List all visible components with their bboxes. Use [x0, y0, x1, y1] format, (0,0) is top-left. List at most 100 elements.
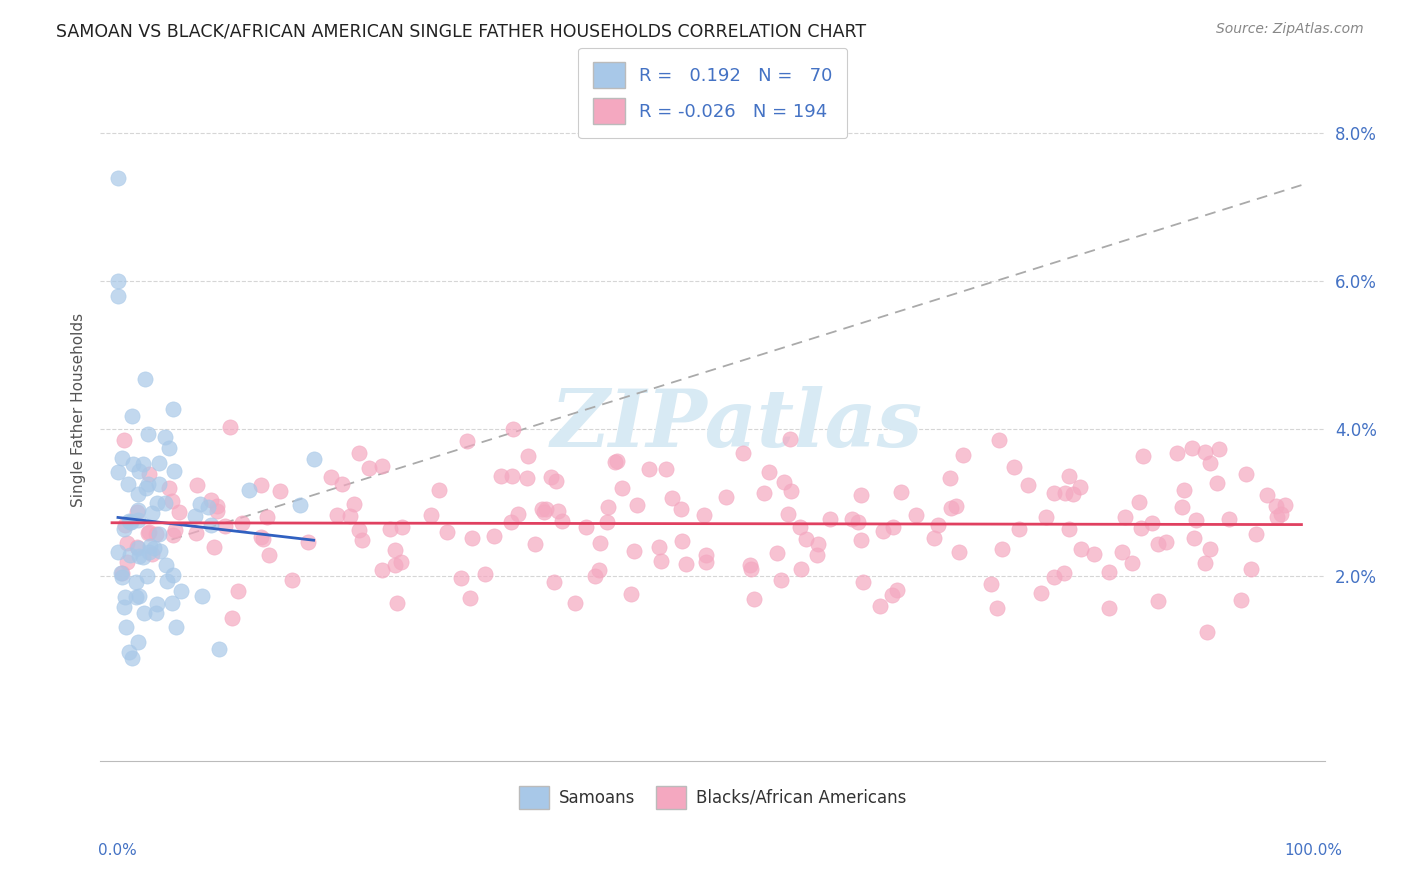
Point	[1194, 556, 1216, 570]
Point	[145, 606, 167, 620]
Point	[546, 474, 568, 488]
Point	[695, 549, 717, 563]
Point	[252, 532, 274, 546]
Point	[162, 568, 184, 582]
Point	[1111, 545, 1133, 559]
Point	[165, 524, 187, 538]
Point	[146, 495, 169, 509]
Point	[162, 528, 184, 542]
Point	[427, 483, 450, 497]
Point	[1265, 509, 1288, 524]
Point	[1166, 446, 1188, 460]
Point	[1008, 523, 1031, 537]
Point	[269, 484, 291, 499]
Point	[986, 601, 1008, 615]
Point	[626, 498, 648, 512]
Point	[637, 462, 659, 476]
Point	[343, 497, 366, 511]
Point	[350, 533, 373, 548]
Point	[1098, 565, 1121, 579]
Point	[733, 446, 755, 460]
Point	[349, 523, 371, 537]
Point	[120, 515, 142, 529]
Point	[326, 508, 349, 522]
Point	[543, 575, 565, 590]
Point	[589, 536, 612, 550]
Point	[661, 491, 683, 505]
Point	[1173, 483, 1195, 498]
Point	[134, 606, 156, 620]
Point	[1017, 478, 1039, 492]
Point	[114, 590, 136, 604]
Y-axis label: Single Father Households: Single Father Households	[72, 313, 86, 508]
Point	[533, 505, 555, 519]
Point	[1043, 485, 1066, 500]
Point	[769, 574, 792, 588]
Point	[564, 596, 586, 610]
Point	[371, 563, 394, 577]
Point	[165, 620, 187, 634]
Point	[869, 599, 891, 613]
Point	[620, 587, 643, 601]
Point	[882, 520, 904, 534]
Point	[141, 547, 163, 561]
Point	[1083, 547, 1105, 561]
Point	[516, 471, 538, 485]
Point	[226, 584, 249, 599]
Point	[207, 504, 229, 518]
Point	[789, 562, 811, 576]
Point	[596, 515, 619, 529]
Point	[136, 525, 159, 540]
Point	[1129, 521, 1152, 535]
Point	[162, 401, 184, 416]
Point	[939, 471, 962, 485]
Point	[188, 497, 211, 511]
Point	[501, 515, 523, 529]
Point	[121, 409, 143, 424]
Point	[117, 515, 139, 529]
Point	[157, 442, 180, 456]
Point	[695, 555, 717, 569]
Point	[1181, 441, 1204, 455]
Point	[693, 508, 716, 522]
Point	[207, 642, 229, 657]
Point	[135, 568, 157, 582]
Point	[502, 422, 524, 436]
Point	[606, 454, 628, 468]
Point	[872, 524, 894, 538]
Point	[148, 456, 170, 470]
Point	[156, 574, 179, 589]
Point	[297, 535, 319, 549]
Point	[1002, 460, 1025, 475]
Point	[128, 589, 150, 603]
Point	[1208, 442, 1230, 456]
Point	[818, 512, 841, 526]
Point	[118, 548, 141, 562]
Point	[330, 476, 353, 491]
Point	[114, 518, 136, 533]
Point	[380, 522, 402, 536]
Point	[851, 488, 873, 502]
Point	[489, 468, 512, 483]
Point	[583, 569, 606, 583]
Point	[890, 484, 912, 499]
Point	[122, 457, 145, 471]
Point	[143, 541, 166, 556]
Point	[249, 530, 271, 544]
Point	[214, 519, 236, 533]
Point	[772, 475, 794, 489]
Point	[738, 558, 761, 573]
Point	[136, 477, 159, 491]
Point	[111, 566, 134, 581]
Point	[111, 570, 134, 584]
Point	[148, 526, 170, 541]
Point	[754, 486, 776, 500]
Point	[1234, 467, 1257, 482]
Point	[138, 525, 160, 540]
Point	[458, 591, 481, 606]
Point	[127, 541, 149, 556]
Point	[650, 554, 672, 568]
Point	[945, 499, 967, 513]
Point	[1031, 585, 1053, 599]
Point	[121, 650, 143, 665]
